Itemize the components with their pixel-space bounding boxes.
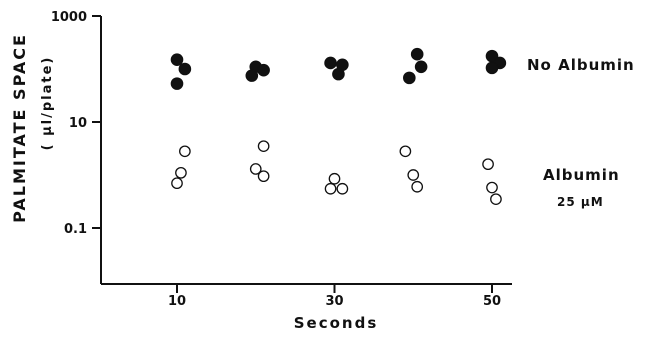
axes <box>100 16 512 285</box>
data-point-no-albumin <box>410 47 424 61</box>
x-ticks: 10 30 50 <box>168 284 501 309</box>
data-point-no-albumin <box>257 63 270 77</box>
data-point-no-albumin <box>170 53 184 66</box>
data-point-no-albumin <box>170 77 184 90</box>
data-point-no-albumin <box>324 56 337 70</box>
x-tick-label: 50 <box>483 294 501 309</box>
data-point-no-albumin <box>332 67 345 81</box>
data-point-no-albumin <box>414 60 428 74</box>
series-label-albumin: Albumin <box>543 166 620 184</box>
data-points <box>170 47 507 206</box>
data-point-albumin <box>490 193 502 206</box>
y-axis-unit-label: ( μl/plate) <box>40 56 55 151</box>
data-point-albumin <box>482 158 494 171</box>
data-point-albumin <box>257 170 270 183</box>
y-tick-label: 0.1 <box>64 222 87 237</box>
data-point-albumin <box>179 145 191 158</box>
data-point-albumin <box>324 182 337 195</box>
y-axis-label: PALMITATE SPACE <box>10 33 29 223</box>
data-point-albumin <box>171 177 183 190</box>
data-point-albumin <box>486 181 498 194</box>
series-label-no-albumin: No Albumin <box>527 56 635 74</box>
data-point-albumin <box>257 140 270 153</box>
data-point-no-albumin <box>245 69 259 82</box>
series-label-albumin-concentration: 25 μM <box>557 195 604 209</box>
y-tick-label: 1000 <box>51 10 87 25</box>
data-point-no-albumin <box>485 61 499 75</box>
data-point-albumin <box>399 145 412 158</box>
data-point-no-albumin <box>178 62 192 76</box>
data-point-albumin <box>328 172 341 185</box>
data-point-albumin <box>411 180 424 193</box>
data-point-no-albumin <box>403 71 416 85</box>
data-point-albumin <box>249 163 262 175</box>
x-tick-label: 10 <box>168 294 186 309</box>
data-point-albumin <box>175 166 187 179</box>
y-tick-label: 10 <box>69 116 87 131</box>
x-axis-label: Seconds <box>294 314 379 332</box>
x-tick-label: 30 <box>325 294 343 309</box>
y-ticks: 0.1 10 1000 <box>51 10 101 237</box>
data-point-albumin <box>336 182 349 195</box>
data-point-albumin <box>407 169 420 181</box>
